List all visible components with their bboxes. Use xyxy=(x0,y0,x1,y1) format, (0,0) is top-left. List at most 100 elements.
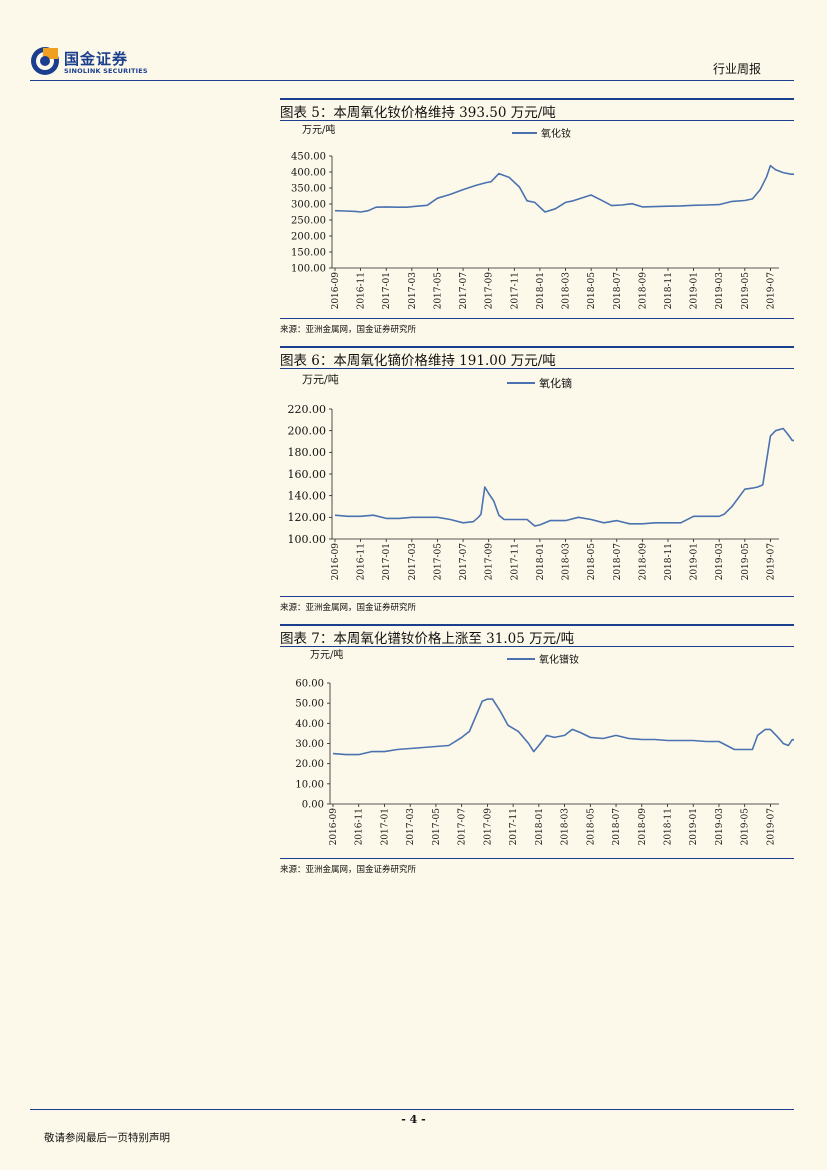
y-tick-label: 140.00 xyxy=(288,490,327,503)
x-tick-label: 2017-05 xyxy=(432,808,442,846)
y-tick-label: 50.00 xyxy=(295,699,324,710)
logo-english-name: SINOLINK SECURITIES xyxy=(64,67,148,75)
x-tick-label: 2019-07 xyxy=(766,808,776,846)
figure-title: 图表 6：本周氧化镝价格维持 191.00 万元/吨 xyxy=(280,353,556,369)
y-tick-label: 30.00 xyxy=(295,739,324,750)
x-tick-label: 2019-07 xyxy=(766,543,776,581)
x-tick-label: 2018-09 xyxy=(638,543,648,581)
x-tick-label: 2017-03 xyxy=(408,543,418,581)
y-tick-label: 0.00 xyxy=(302,800,324,811)
x-tick-label: 2017-07 xyxy=(459,272,469,310)
legend-label: 氧化镝 xyxy=(539,376,572,390)
x-tick-label: 2019-03 xyxy=(715,808,725,846)
x-tick-label: 2019-01 xyxy=(690,272,700,309)
figure-title: 图表 5：本周氧化钕价格维持 393.50 万元/吨 xyxy=(280,105,556,121)
legend-label: 氧化钕 xyxy=(541,127,571,140)
x-tick-label: 2017-01 xyxy=(382,543,392,580)
figure-title-rule xyxy=(280,120,794,121)
y-tick-label: 10.00 xyxy=(295,779,324,790)
x-tick-label: 2016-11 xyxy=(355,808,365,845)
x-tick-label: 2019-05 xyxy=(741,808,751,846)
y-tick-label: 400.00 xyxy=(291,168,326,179)
y-tick-label: 200.00 xyxy=(291,232,326,243)
x-tick-label: 2018-01 xyxy=(535,808,545,845)
y-tick-label: 450.00 xyxy=(291,152,326,163)
x-tick-label: 2017-11 xyxy=(509,808,519,845)
x-tick-label: 2018-05 xyxy=(587,543,597,581)
x-tick-label: 2018-01 xyxy=(536,272,546,309)
x-tick-label: 2019-03 xyxy=(715,543,725,581)
logo-mark-icon xyxy=(31,47,59,75)
price-chart: 万元/吨 氧化镝 100.00 120.00 140.00 160.00 180.00 200… xyxy=(288,373,794,581)
x-tick-label: 2016-09 xyxy=(331,272,341,310)
y-tick-label: 100.00 xyxy=(291,264,326,275)
x-tick-label: 2017-01 xyxy=(382,272,392,309)
x-tick-label: 2018-03 xyxy=(561,808,571,846)
report-type: 行业周报 xyxy=(712,62,761,76)
figure-title-rule xyxy=(280,368,794,369)
x-tick-label: 2017-01 xyxy=(380,808,390,845)
x-tick-label: 2017-09 xyxy=(485,272,495,310)
y-tick-label: 220.00 xyxy=(288,403,327,416)
footer-divider xyxy=(30,1109,794,1110)
y-tick-label: 100.00 xyxy=(288,533,327,546)
x-tick-label: 2018-07 xyxy=(612,808,622,846)
figure-source: 来源：亚洲金属网，国金证券研究所 xyxy=(280,325,417,335)
x-tick-label: 2018-03 xyxy=(562,543,572,581)
x-tick-label: 2018-03 xyxy=(562,272,572,310)
x-tick-label: 2017-03 xyxy=(408,272,418,310)
y-tick-label: 300.00 xyxy=(291,200,326,211)
y-axis-label: 万元/吨 xyxy=(310,648,343,661)
x-tick-label: 2018-05 xyxy=(586,808,596,846)
logo-chinese-name: 国金证券 xyxy=(64,50,129,68)
x-tick-label: 2017-09 xyxy=(483,808,493,846)
figure-title-rule xyxy=(280,646,794,647)
y-tick-label: 150.00 xyxy=(291,248,326,259)
y-tick-label: 160.00 xyxy=(288,468,327,481)
figure-source: 来源：亚洲金属网，国金证券研究所 xyxy=(280,865,417,875)
y-tick-label: 40.00 xyxy=(295,719,324,730)
series-line xyxy=(332,698,794,756)
x-tick-label: 2016-09 xyxy=(329,808,339,846)
y-tick-label: 250.00 xyxy=(291,216,326,227)
x-tick-label: 2019-05 xyxy=(741,272,751,310)
x-tick-label: 2018-07 xyxy=(613,543,623,581)
x-tick-label: 2019-01 xyxy=(690,543,700,580)
x-tick-label: 2017-07 xyxy=(459,543,469,581)
x-tick-label: 2016-11 xyxy=(357,543,367,580)
y-tick-label: 350.00 xyxy=(291,184,326,195)
company-logo: 国金证券 SINOLINK SECURITIES xyxy=(30,46,160,80)
figure-dysprosium-oxide: 图表 6：本周氧化镝价格维持 191.00 万元/吨 万元/吨 氧化镝 100.00… xyxy=(280,346,794,616)
figure-praseodymium-neodymium-oxide: 图表 7：本周氧化镨钕价格上涨至 31.05 万元/吨 万元/吨 氧化镨钕 0.00… xyxy=(280,624,794,879)
x-tick-label: 2017-05 xyxy=(433,543,443,581)
figure-source: 来源：亚洲金属网，国金证券研究所 xyxy=(280,603,417,613)
x-tick-label: 2019-07 xyxy=(766,272,776,310)
x-tick-label: 2017-09 xyxy=(485,543,495,581)
x-tick-label: 2019-03 xyxy=(715,272,725,310)
x-tick-label: 2017-05 xyxy=(433,272,443,310)
x-tick-label: 2019-05 xyxy=(741,543,751,581)
figure-top-rule xyxy=(280,98,794,100)
x-tick-label: 2017-11 xyxy=(510,543,520,580)
figure-bottom-rule xyxy=(280,858,794,859)
figure-bottom-rule xyxy=(280,596,794,597)
x-tick-label: 2017-11 xyxy=(510,272,520,309)
series-line xyxy=(334,427,794,527)
x-tick-label: 2019-01 xyxy=(689,808,699,845)
y-tick-label: 60.00 xyxy=(295,679,324,690)
x-tick-label: 2016-11 xyxy=(357,272,367,309)
figure-top-rule xyxy=(280,624,794,626)
x-tick-label: 2018-11 xyxy=(664,272,674,309)
x-tick-label: 2018-09 xyxy=(638,272,648,310)
y-tick-label: 120.00 xyxy=(288,511,327,524)
y-tick-label: 180.00 xyxy=(288,446,327,459)
x-tick-label: 2017-03 xyxy=(406,808,416,846)
x-tick-label: 2016-09 xyxy=(331,543,341,581)
y-tick-label: 20.00 xyxy=(295,759,324,770)
x-tick-label: 2018-07 xyxy=(613,272,623,310)
disclaimer-note: 敬请参阅最后一页特别声明 xyxy=(44,1132,170,1144)
legend-label: 氧化镨钕 xyxy=(539,653,579,666)
x-tick-label: 2018-05 xyxy=(587,272,597,310)
y-axis-label: 万元/吨 xyxy=(302,123,335,136)
figure-title: 图表 7：本周氧化镨钕价格上涨至 31.05 万元/吨 xyxy=(280,631,575,647)
